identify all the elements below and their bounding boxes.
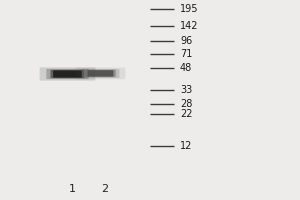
Text: 1: 1 xyxy=(68,184,76,194)
FancyBboxPatch shape xyxy=(82,69,119,78)
Text: 96: 96 xyxy=(180,36,192,46)
FancyBboxPatch shape xyxy=(88,70,113,77)
Text: 2: 2 xyxy=(101,184,109,194)
Text: 33: 33 xyxy=(180,85,192,95)
Text: 28: 28 xyxy=(180,99,192,109)
FancyBboxPatch shape xyxy=(76,68,125,79)
FancyBboxPatch shape xyxy=(85,70,116,77)
Text: 48: 48 xyxy=(180,63,192,73)
Text: 71: 71 xyxy=(180,49,192,59)
Text: 195: 195 xyxy=(180,4,199,14)
FancyBboxPatch shape xyxy=(46,69,89,79)
Text: 12: 12 xyxy=(180,141,192,151)
FancyBboxPatch shape xyxy=(53,70,82,78)
Text: 142: 142 xyxy=(180,21,199,31)
FancyBboxPatch shape xyxy=(50,70,85,78)
FancyBboxPatch shape xyxy=(40,67,95,81)
Text: 22: 22 xyxy=(180,109,193,119)
